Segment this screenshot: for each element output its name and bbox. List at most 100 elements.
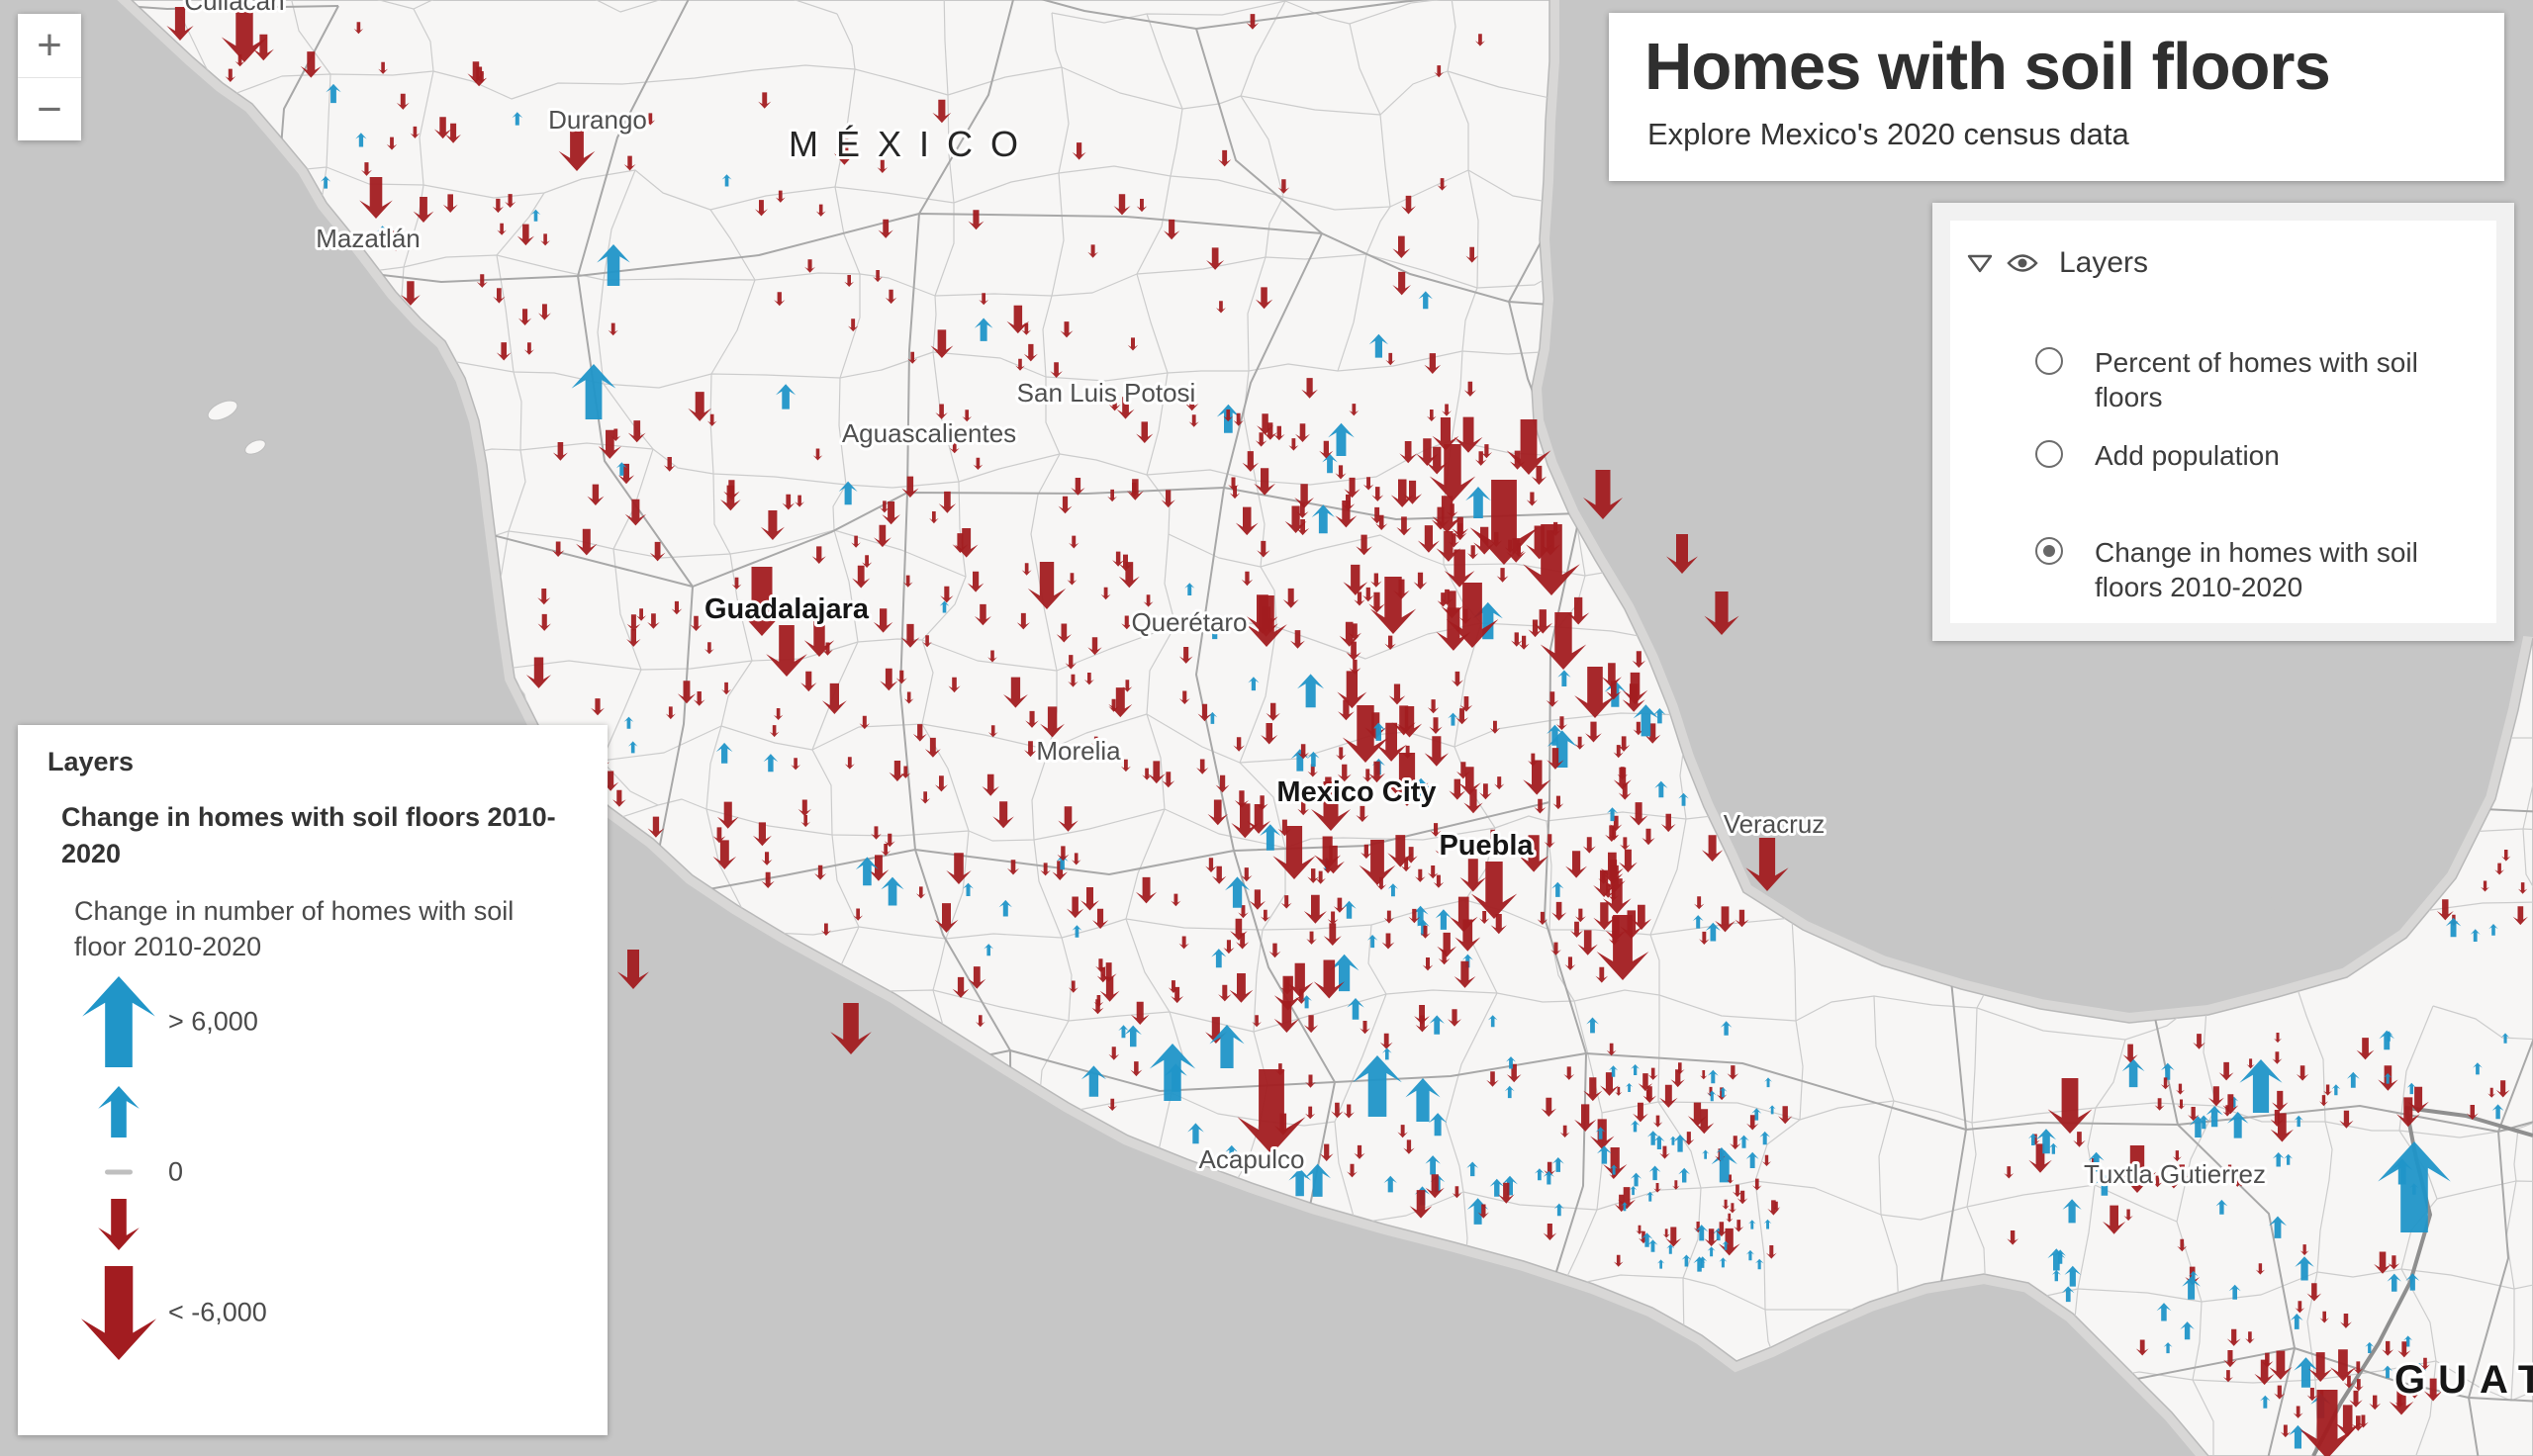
decrease-arrow xyxy=(1346,641,1361,661)
decrease-arrow xyxy=(1422,957,1434,971)
decrease-arrow xyxy=(1642,1086,1656,1104)
decrease-arrow xyxy=(1546,691,1559,707)
decrease-arrow xyxy=(1631,904,1651,931)
increase-arrow xyxy=(1535,1168,1545,1181)
decrease-arrow xyxy=(1315,870,1326,884)
increase-arrow xyxy=(2412,1363,2427,1381)
decrease-arrow xyxy=(873,608,893,633)
increase-arrow xyxy=(2405,1273,2420,1291)
increase-arrow xyxy=(2228,1284,2241,1300)
decrease-arrow xyxy=(1337,671,1367,709)
decrease-arrow xyxy=(934,775,948,792)
decrease-arrow xyxy=(878,219,893,238)
increase-arrow xyxy=(1297,674,1325,708)
decrease-arrow xyxy=(1379,1033,1393,1049)
decrease-arrow xyxy=(1518,635,1530,650)
increase-arrow xyxy=(2284,1153,2294,1165)
decrease-arrow xyxy=(1136,199,1148,213)
increase-arrow xyxy=(1631,1172,1642,1187)
increase-arrow xyxy=(1698,1256,1708,1268)
decrease-arrow xyxy=(2193,1034,2205,1049)
decrease-arrow xyxy=(623,155,636,171)
decrease-arrow xyxy=(517,309,532,325)
increase-arrow xyxy=(2048,1142,2058,1154)
decrease-arrow xyxy=(1622,672,1648,704)
increase-arrow xyxy=(1225,1144,1238,1161)
decrease-arrow xyxy=(2394,1395,2405,1408)
increase-arrow xyxy=(1429,1015,1445,1035)
decrease-arrow xyxy=(1021,322,1032,335)
legend-symbol-big-up-arrow xyxy=(82,976,155,1067)
decrease-arrow xyxy=(1701,835,1724,862)
island xyxy=(207,400,238,421)
decrease-arrow xyxy=(598,429,621,459)
decrease-arrow xyxy=(1652,1115,1663,1128)
decrease-arrow xyxy=(1296,519,1310,536)
decrease-arrow xyxy=(2295,1301,2305,1314)
decrease-arrow xyxy=(1486,1071,1499,1087)
layer-option-add-population[interactable]: Add population xyxy=(2035,438,2280,473)
decrease-arrow xyxy=(1356,534,1372,556)
decrease-arrow xyxy=(1383,910,1395,924)
decrease-arrow xyxy=(974,603,991,626)
radio-unselected-icon[interactable] xyxy=(2035,440,2063,468)
decrease-arrow xyxy=(2382,1340,2394,1356)
decrease-arrow xyxy=(1147,761,1166,784)
visibility-eye-icon[interactable] xyxy=(2006,251,2039,275)
decrease-arrow xyxy=(922,635,932,648)
increase-arrow xyxy=(2269,1216,2287,1238)
zoom-out-button[interactable]: − xyxy=(18,77,81,140)
decrease-arrow xyxy=(540,233,550,246)
decrease-arrow xyxy=(2512,906,2528,926)
decrease-arrow xyxy=(880,668,898,691)
decrease-arrow xyxy=(1016,612,1030,630)
decrease-arrow xyxy=(1387,835,1414,867)
decrease-arrow xyxy=(2323,1084,2332,1096)
decrease-arrow xyxy=(1636,1225,1643,1234)
decrease-arrow xyxy=(982,774,999,796)
decrease-arrow xyxy=(1305,1106,1316,1120)
increase-arrow xyxy=(1543,1170,1554,1185)
change-arrows-layer xyxy=(166,5,2528,1456)
decrease-arrow xyxy=(1408,908,1421,924)
decrease-arrow xyxy=(1543,1224,1557,1240)
layer-option-percent-of-homes-with-soil-floors[interactable]: Percent of homes with soil floors xyxy=(2035,345,2490,414)
decrease-arrow xyxy=(1746,1115,1759,1131)
decrease-arrow xyxy=(1027,562,1067,609)
decrease-arrow xyxy=(1463,381,1476,397)
increase-arrow xyxy=(2096,1173,2113,1196)
layers-panel: Layers Percent of homes with soil floors… xyxy=(1932,203,2514,641)
decrease-arrow xyxy=(2395,1097,2420,1128)
collapse-triangle-icon[interactable] xyxy=(1966,252,1994,274)
zoom-in-button[interactable]: + xyxy=(18,14,81,77)
increase-arrow xyxy=(2161,1062,2175,1080)
decrease-arrow xyxy=(1459,696,1473,712)
decrease-arrow xyxy=(1659,1084,1678,1108)
radio-unselected-icon[interactable] xyxy=(2035,347,2063,375)
decrease-arrow xyxy=(1534,798,1547,814)
decrease-arrow xyxy=(2231,1172,2244,1187)
decrease-arrow xyxy=(811,546,826,564)
increase-arrow xyxy=(2346,1071,2360,1088)
increase-arrow xyxy=(1610,1164,1619,1175)
decrease-arrow xyxy=(1437,932,1456,957)
decrease-arrow xyxy=(1511,632,1523,647)
increase-arrow xyxy=(1118,1025,1129,1039)
decrease-arrow xyxy=(1058,806,1079,832)
decrease-arrow xyxy=(1430,823,1442,837)
decrease-arrow xyxy=(800,671,817,692)
decrease-arrow xyxy=(1057,846,1070,862)
increase-arrow xyxy=(2384,1073,2392,1084)
decrease-arrow xyxy=(1745,838,1789,891)
increase-arrow xyxy=(2088,1151,2105,1172)
decrease-arrow xyxy=(2339,1110,2354,1129)
decrease-arrow xyxy=(1252,1015,1262,1028)
page-title: Homes with soil floors xyxy=(1644,30,2331,104)
decrease-arrow xyxy=(353,22,364,35)
decrease-arrow xyxy=(821,682,847,714)
radio-selected-icon[interactable] xyxy=(2035,537,2063,565)
decrease-arrow xyxy=(1218,984,1232,1002)
decrease-arrow xyxy=(884,833,895,848)
layer-option-change-in-homes-with-soil-floors-2010-2020[interactable]: Change in homes with soil floors 2010-20… xyxy=(2035,535,2490,604)
decrease-arrow xyxy=(1454,960,1476,988)
